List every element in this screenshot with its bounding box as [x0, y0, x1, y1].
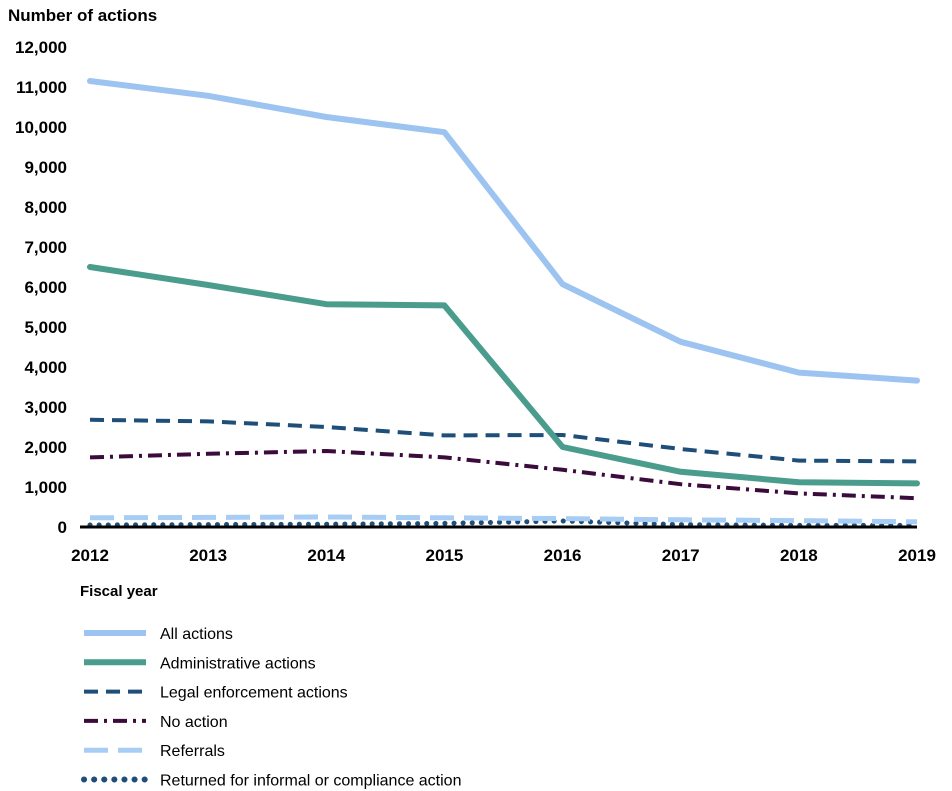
y-tick-label: 9,000: [24, 158, 67, 177]
series-line-referrals: [89, 514, 918, 525]
y-axis-title: Number of actions: [8, 6, 157, 25]
y-tick-label: 2,000: [24, 438, 67, 457]
series-line-administrative-actions: [87, 264, 920, 487]
y-tick-label: 3,000: [24, 398, 67, 417]
legend: All actions Administrative actions Legal e…: [81, 626, 461, 790]
y-tick-label: 0: [58, 518, 67, 537]
y-tick-label: 7,000: [24, 238, 67, 257]
legend-label: Administrative actions: [160, 655, 316, 672]
x-tick-label: 2014: [307, 546, 345, 565]
x-tick-label: 2013: [189, 546, 227, 565]
y-tick-label: 6,000: [24, 278, 67, 297]
y-tick-label: 5,000: [24, 318, 67, 337]
series-lines: [87, 78, 920, 528]
x-axis-title: Fiscal year: [80, 583, 158, 600]
series-line-legal-enforcement-actions: [89, 417, 918, 464]
x-tick-label: 2019: [898, 546, 936, 565]
y-tick-label: 1,000: [24, 478, 67, 497]
x-tick-label: 2017: [662, 546, 700, 565]
legend-label: Legal enforcement actions: [160, 685, 348, 702]
x-tick-label: 2016: [544, 546, 582, 565]
x-axis-ticks: 2012 2013 2014 2015 2016 2017 2018 2019: [71, 546, 936, 565]
legend-label: No action: [160, 714, 228, 731]
series-line-all-actions: [87, 78, 920, 384]
y-tick-label: 12,000: [15, 38, 67, 57]
series-line-returned-for-informal-or-compliance-action: [87, 518, 920, 528]
y-axis-ticks: 0 1,000 2,000 3,000 4,000 5,000 6,000 7,000 8,00…: [15, 38, 67, 537]
y-tick-label: 8,000: [24, 198, 67, 217]
y-tick-label: 11,000: [16, 78, 67, 97]
x-tick-label: 2018: [780, 546, 818, 565]
x-tick-label: 2012: [71, 546, 109, 565]
y-tick-label: 4,000: [24, 358, 67, 377]
legend-label: All actions: [160, 626, 233, 643]
series-line-no-action: [89, 449, 918, 501]
legend-label: Returned for informal or compliance acti…: [160, 773, 461, 790]
legend-label: Referrals: [160, 743, 225, 760]
x-tick-label: 2015: [426, 546, 464, 565]
y-tick-label: 10,000: [15, 118, 67, 137]
